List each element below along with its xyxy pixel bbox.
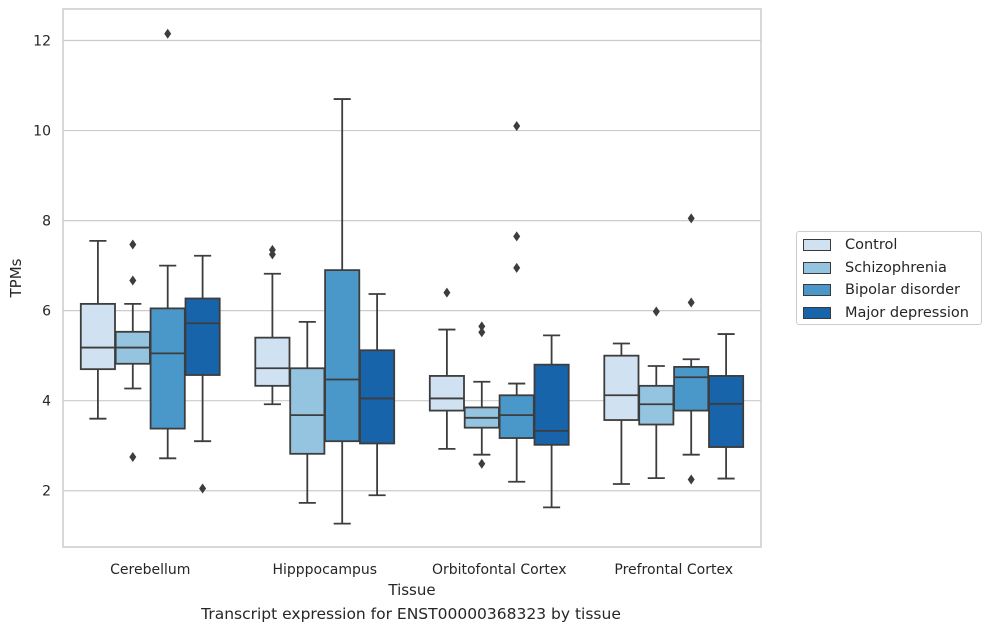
outlier-point: [513, 121, 521, 132]
box: [114, 239, 151, 462]
y-tick-labels: 2 4 6 8 10 12: [33, 34, 51, 500]
box: [184, 254, 221, 494]
legend-label: Schizophrenia: [845, 259, 947, 276]
box: [673, 213, 710, 485]
legend-label: Control: [845, 237, 898, 253]
box-iqr: [673, 366, 710, 412]
outlier-point: [513, 262, 521, 273]
legend-item: Major depression: [803, 303, 969, 323]
box-iqr: [638, 384, 675, 426]
y-tick-label: 8: [42, 214, 51, 230]
outlier-point: [129, 239, 137, 250]
outlier-point: [478, 321, 486, 332]
legend-label: Major depression: [845, 304, 969, 321]
outlier-point: [268, 244, 276, 255]
box-iqr: [324, 269, 361, 443]
box-iqr: [79, 302, 116, 371]
box: [603, 342, 640, 485]
legend-swatch: [803, 239, 831, 251]
box: [463, 321, 500, 469]
outlier-point: [513, 231, 521, 242]
y-axis-label: TPMs: [7, 258, 25, 298]
x-axis-label: Tissue: [387, 581, 435, 599]
box-iqr: [498, 394, 535, 439]
legend-swatch: [803, 306, 831, 319]
outlier-point: [129, 275, 137, 286]
outlier-point: [687, 297, 695, 308]
box-iqr: [428, 375, 465, 412]
y-tick-label: 12: [33, 34, 51, 50]
legend-label: Bipolar disorder: [845, 282, 960, 298]
plot-frame: [62, 8, 762, 548]
outlier-point: [164, 28, 172, 39]
box: [254, 244, 291, 406]
box-iqr: [184, 297, 221, 376]
outlier-point: [478, 458, 486, 469]
legend-item: Schizophrenia: [803, 258, 947, 278]
box: [638, 306, 675, 480]
box: [324, 98, 361, 525]
box: [533, 334, 570, 509]
box: [359, 293, 396, 497]
x-tick-label: Cerebellum: [110, 562, 190, 578]
legend-item: Bipolar disorder: [803, 280, 960, 300]
outlier-point: [443, 287, 451, 298]
y-tick-label: 10: [33, 124, 51, 140]
outlier-point: [652, 306, 660, 317]
x-tick-label: Hipppocampus: [272, 562, 377, 578]
box: [289, 320, 326, 504]
legend-swatch: [803, 261, 831, 274]
y-tick-label: 6: [42, 304, 51, 320]
outlier-point: [687, 474, 695, 485]
box-series: [79, 28, 745, 525]
outlier-point: [129, 451, 137, 462]
box-iqr: [603, 354, 640, 421]
box-iqr: [289, 367, 326, 455]
outlier-point: [687, 213, 695, 224]
box-iqr: [149, 307, 186, 430]
box-iqr: [359, 349, 396, 445]
box: [79, 239, 116, 420]
outlier-point: [478, 327, 486, 338]
box-iqr: [533, 363, 570, 446]
legend: Control Schizophrenia Bipolar disorder Majo…: [796, 231, 982, 325]
box-iqr: [254, 336, 291, 387]
y-tick-label: 4: [42, 394, 51, 410]
y-tick-label: 2: [42, 484, 51, 500]
x-tick-label: Prefrontal Cortex: [614, 562, 733, 578]
outlier-point: [199, 483, 207, 494]
series-control: [79, 239, 640, 485]
box: [149, 28, 186, 460]
box-iqr: [708, 375, 745, 448]
legend-item: Control: [803, 235, 897, 255]
chart-caption: Transcript expression for ENST0000036832…: [201, 605, 621, 623]
series-bipolar-disorder: [149, 28, 710, 525]
box: [498, 121, 535, 483]
series-major-depression: [184, 254, 745, 509]
x-tick-label: Orbitofontal Cortex: [432, 562, 567, 578]
box: [428, 287, 465, 450]
box: [708, 333, 745, 480]
legend-swatch: [803, 284, 831, 296]
x-tick-labels: Cerebellum Hipppocampus Orbitofontal Corte…: [110, 562, 733, 578]
